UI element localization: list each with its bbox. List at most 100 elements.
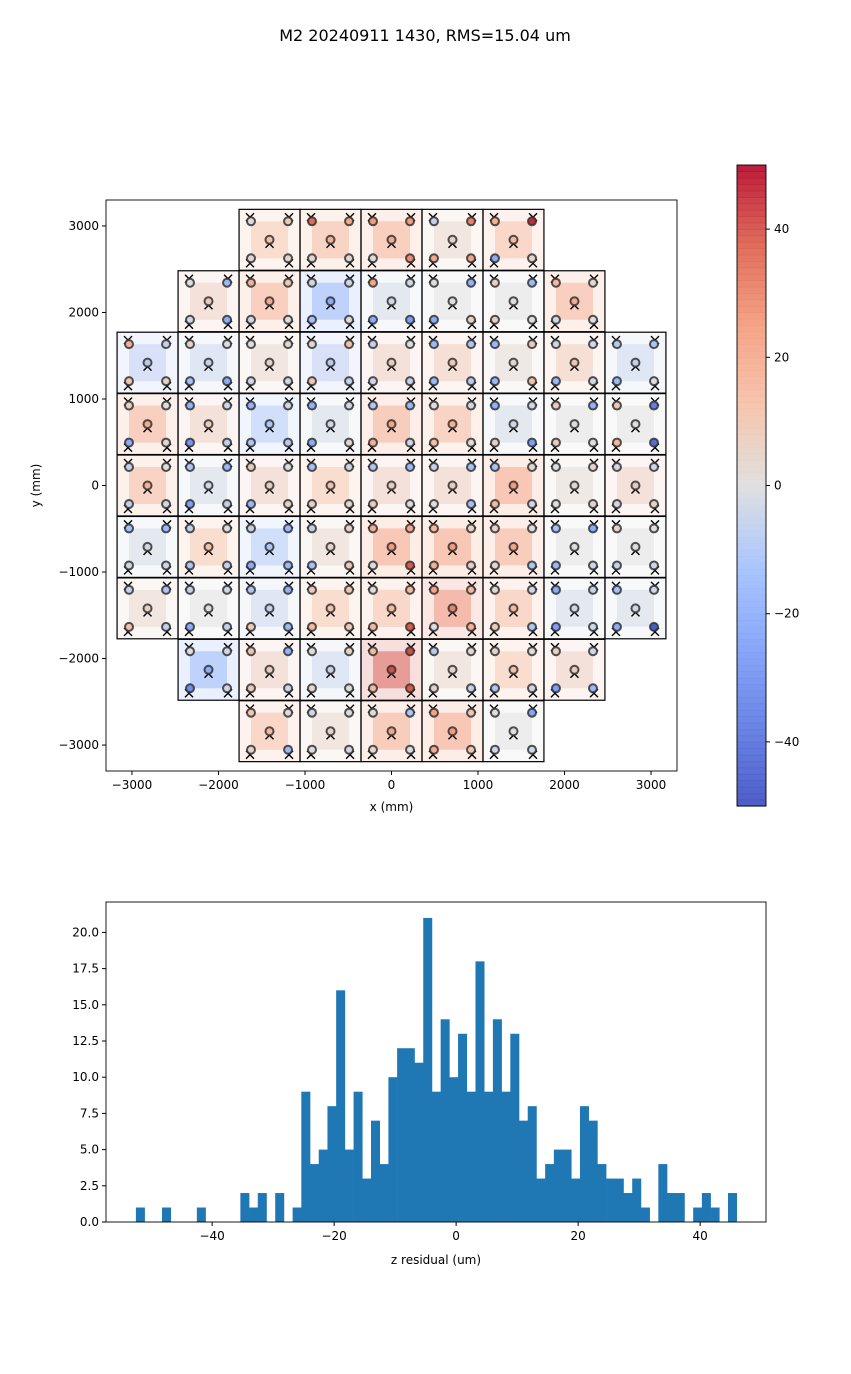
colorbar-band (737, 664, 766, 672)
residual-point (428, 499, 439, 510)
residual-point (161, 376, 172, 387)
residual-point (344, 683, 355, 694)
residual-point (611, 461, 622, 472)
residual-point (428, 461, 439, 472)
x-tick-label: 2000 (549, 778, 580, 792)
segment (299, 208, 362, 271)
residual-point (203, 357, 214, 368)
residual-point (466, 314, 477, 325)
residual-point (466, 376, 477, 387)
histogram-bar (710, 1207, 720, 1222)
segment (360, 208, 423, 271)
colorbar-band (737, 414, 766, 422)
segment (238, 700, 301, 763)
residual-point (222, 277, 233, 288)
segment (299, 393, 362, 456)
residual-point (283, 437, 294, 448)
residual-point (587, 339, 598, 350)
segment (177, 270, 240, 333)
residual-point (283, 499, 294, 510)
residual-point (367, 584, 378, 595)
colorbar-band (737, 530, 766, 538)
histogram-bar (562, 1149, 572, 1222)
residual-point (203, 419, 214, 430)
segment (299, 700, 362, 763)
segment (238, 454, 301, 517)
residual-point (306, 461, 317, 472)
histogram-bar (701, 1193, 711, 1222)
colorbar-band (737, 735, 766, 743)
histogram-bar (693, 1207, 703, 1222)
residual-point (405, 314, 416, 325)
residual-point (466, 253, 477, 264)
residual-point (367, 560, 378, 571)
residual-point (185, 499, 196, 510)
colorbar-band (737, 600, 766, 608)
residual-point (405, 621, 416, 632)
residual-point (550, 277, 561, 288)
residual-point (142, 603, 153, 614)
colorbar-band (737, 235, 766, 243)
residual-point (447, 296, 458, 307)
residual-point (405, 277, 416, 288)
colorbar-band (737, 293, 766, 301)
residual-point (466, 621, 477, 632)
residual-point (264, 234, 275, 245)
residual-point (466, 646, 477, 657)
residual-point (344, 744, 355, 755)
x-tick-label: −40 (199, 1229, 224, 1243)
residual-point (185, 277, 196, 288)
x-tick-label: −3000 (112, 778, 153, 792)
segment (421, 393, 484, 456)
residual-point (611, 523, 622, 534)
histogram-bar (623, 1193, 633, 1222)
colorbar-band (737, 241, 766, 249)
colorbar-band (737, 453, 766, 461)
residual-point (185, 646, 196, 657)
residual-point (264, 726, 275, 737)
colorbar-band (737, 485, 766, 493)
residual-point (367, 621, 378, 632)
segment (177, 515, 240, 578)
segment-outline (482, 700, 545, 763)
histogram-bar (667, 1193, 677, 1222)
residual-point (648, 523, 659, 534)
residual-point (124, 621, 135, 632)
histogram-bar (135, 1207, 145, 1222)
colorbar-band (737, 447, 766, 455)
residual-point (611, 376, 622, 387)
residual-point (367, 683, 378, 694)
residual-point (587, 437, 598, 448)
residual-point (587, 523, 598, 534)
residual-point (264, 664, 275, 675)
residual-point (283, 621, 294, 632)
segment (421, 331, 484, 394)
residual-point (405, 461, 416, 472)
segment (604, 331, 667, 394)
segment (360, 577, 423, 640)
histogram-bar (353, 1091, 363, 1222)
residual-point (222, 683, 233, 694)
residual-point (489, 400, 500, 411)
residual-point (306, 683, 317, 694)
y-tick-label: 5.0 (80, 1143, 99, 1157)
colorbar-band (737, 203, 766, 211)
segment (116, 393, 179, 456)
residual-point (142, 419, 153, 430)
residual-point (161, 560, 172, 571)
residual-point (428, 523, 439, 534)
residual-point (466, 744, 477, 755)
residual-point (245, 253, 256, 264)
residual-point (386, 664, 397, 675)
y-tick-label: 2.5 (80, 1179, 99, 1193)
residual-point (428, 621, 439, 632)
residual-point (527, 376, 538, 387)
residual-point (550, 400, 561, 411)
y-tick-label: 10.0 (72, 1070, 99, 1084)
histogram-bar (458, 1033, 468, 1222)
residual-point (527, 400, 538, 411)
residual-point (325, 234, 336, 245)
residual-point (222, 523, 233, 534)
residual-point (367, 523, 378, 534)
residual-point (367, 707, 378, 718)
